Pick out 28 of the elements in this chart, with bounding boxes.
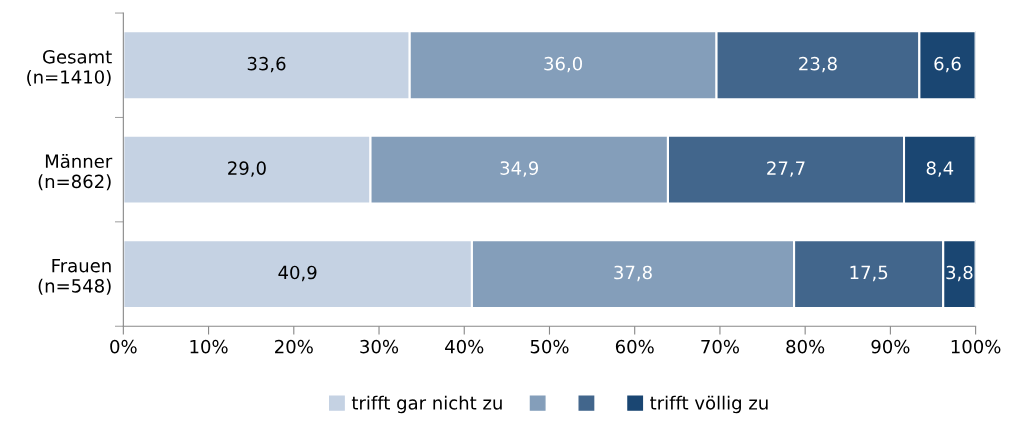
data-label: 34,9 <box>500 161 539 177</box>
y-tick-label: Frauen (n=548) <box>38 259 111 295</box>
data-label: 37,8 <box>614 265 652 282</box>
data-label: 29,0 <box>228 161 266 177</box>
data-label: 40,9 <box>278 265 317 282</box>
x-tick-label: 70% <box>701 339 739 354</box>
data-label: 23,8 <box>799 56 837 73</box>
data-label: 27,7 <box>767 161 805 177</box>
x-tick-label: 90% <box>871 339 910 354</box>
data-label: 3,8 <box>946 265 973 282</box>
legend-label: trifft völlig zu <box>650 395 768 414</box>
x-tick-label: 100% <box>951 339 1001 354</box>
y-tick-label: Gesamt (n=1410) <box>27 49 112 86</box>
x-tick-label: 60% <box>615 339 654 354</box>
legend-label: trifft gar nicht zu <box>351 395 502 414</box>
data-label: 8,4 <box>926 161 954 177</box>
x-tick-label: 10% <box>190 339 228 354</box>
x-tick-label: 50% <box>530 339 569 354</box>
data-label: 17,5 <box>850 265 888 282</box>
data-label: 6,6 <box>934 56 961 73</box>
x-tick-label: 80% <box>786 339 825 354</box>
y-tick-label: Männer (n=862) <box>38 154 113 191</box>
data-label: 33,6 <box>247 56 286 73</box>
data-label: 36,0 <box>544 56 583 73</box>
x-tick-label: 40% <box>445 339 484 354</box>
x-tick-label: 30% <box>360 339 399 354</box>
x-tick-label: 20% <box>275 339 313 354</box>
x-tick-label: 0% <box>110 339 137 354</box>
